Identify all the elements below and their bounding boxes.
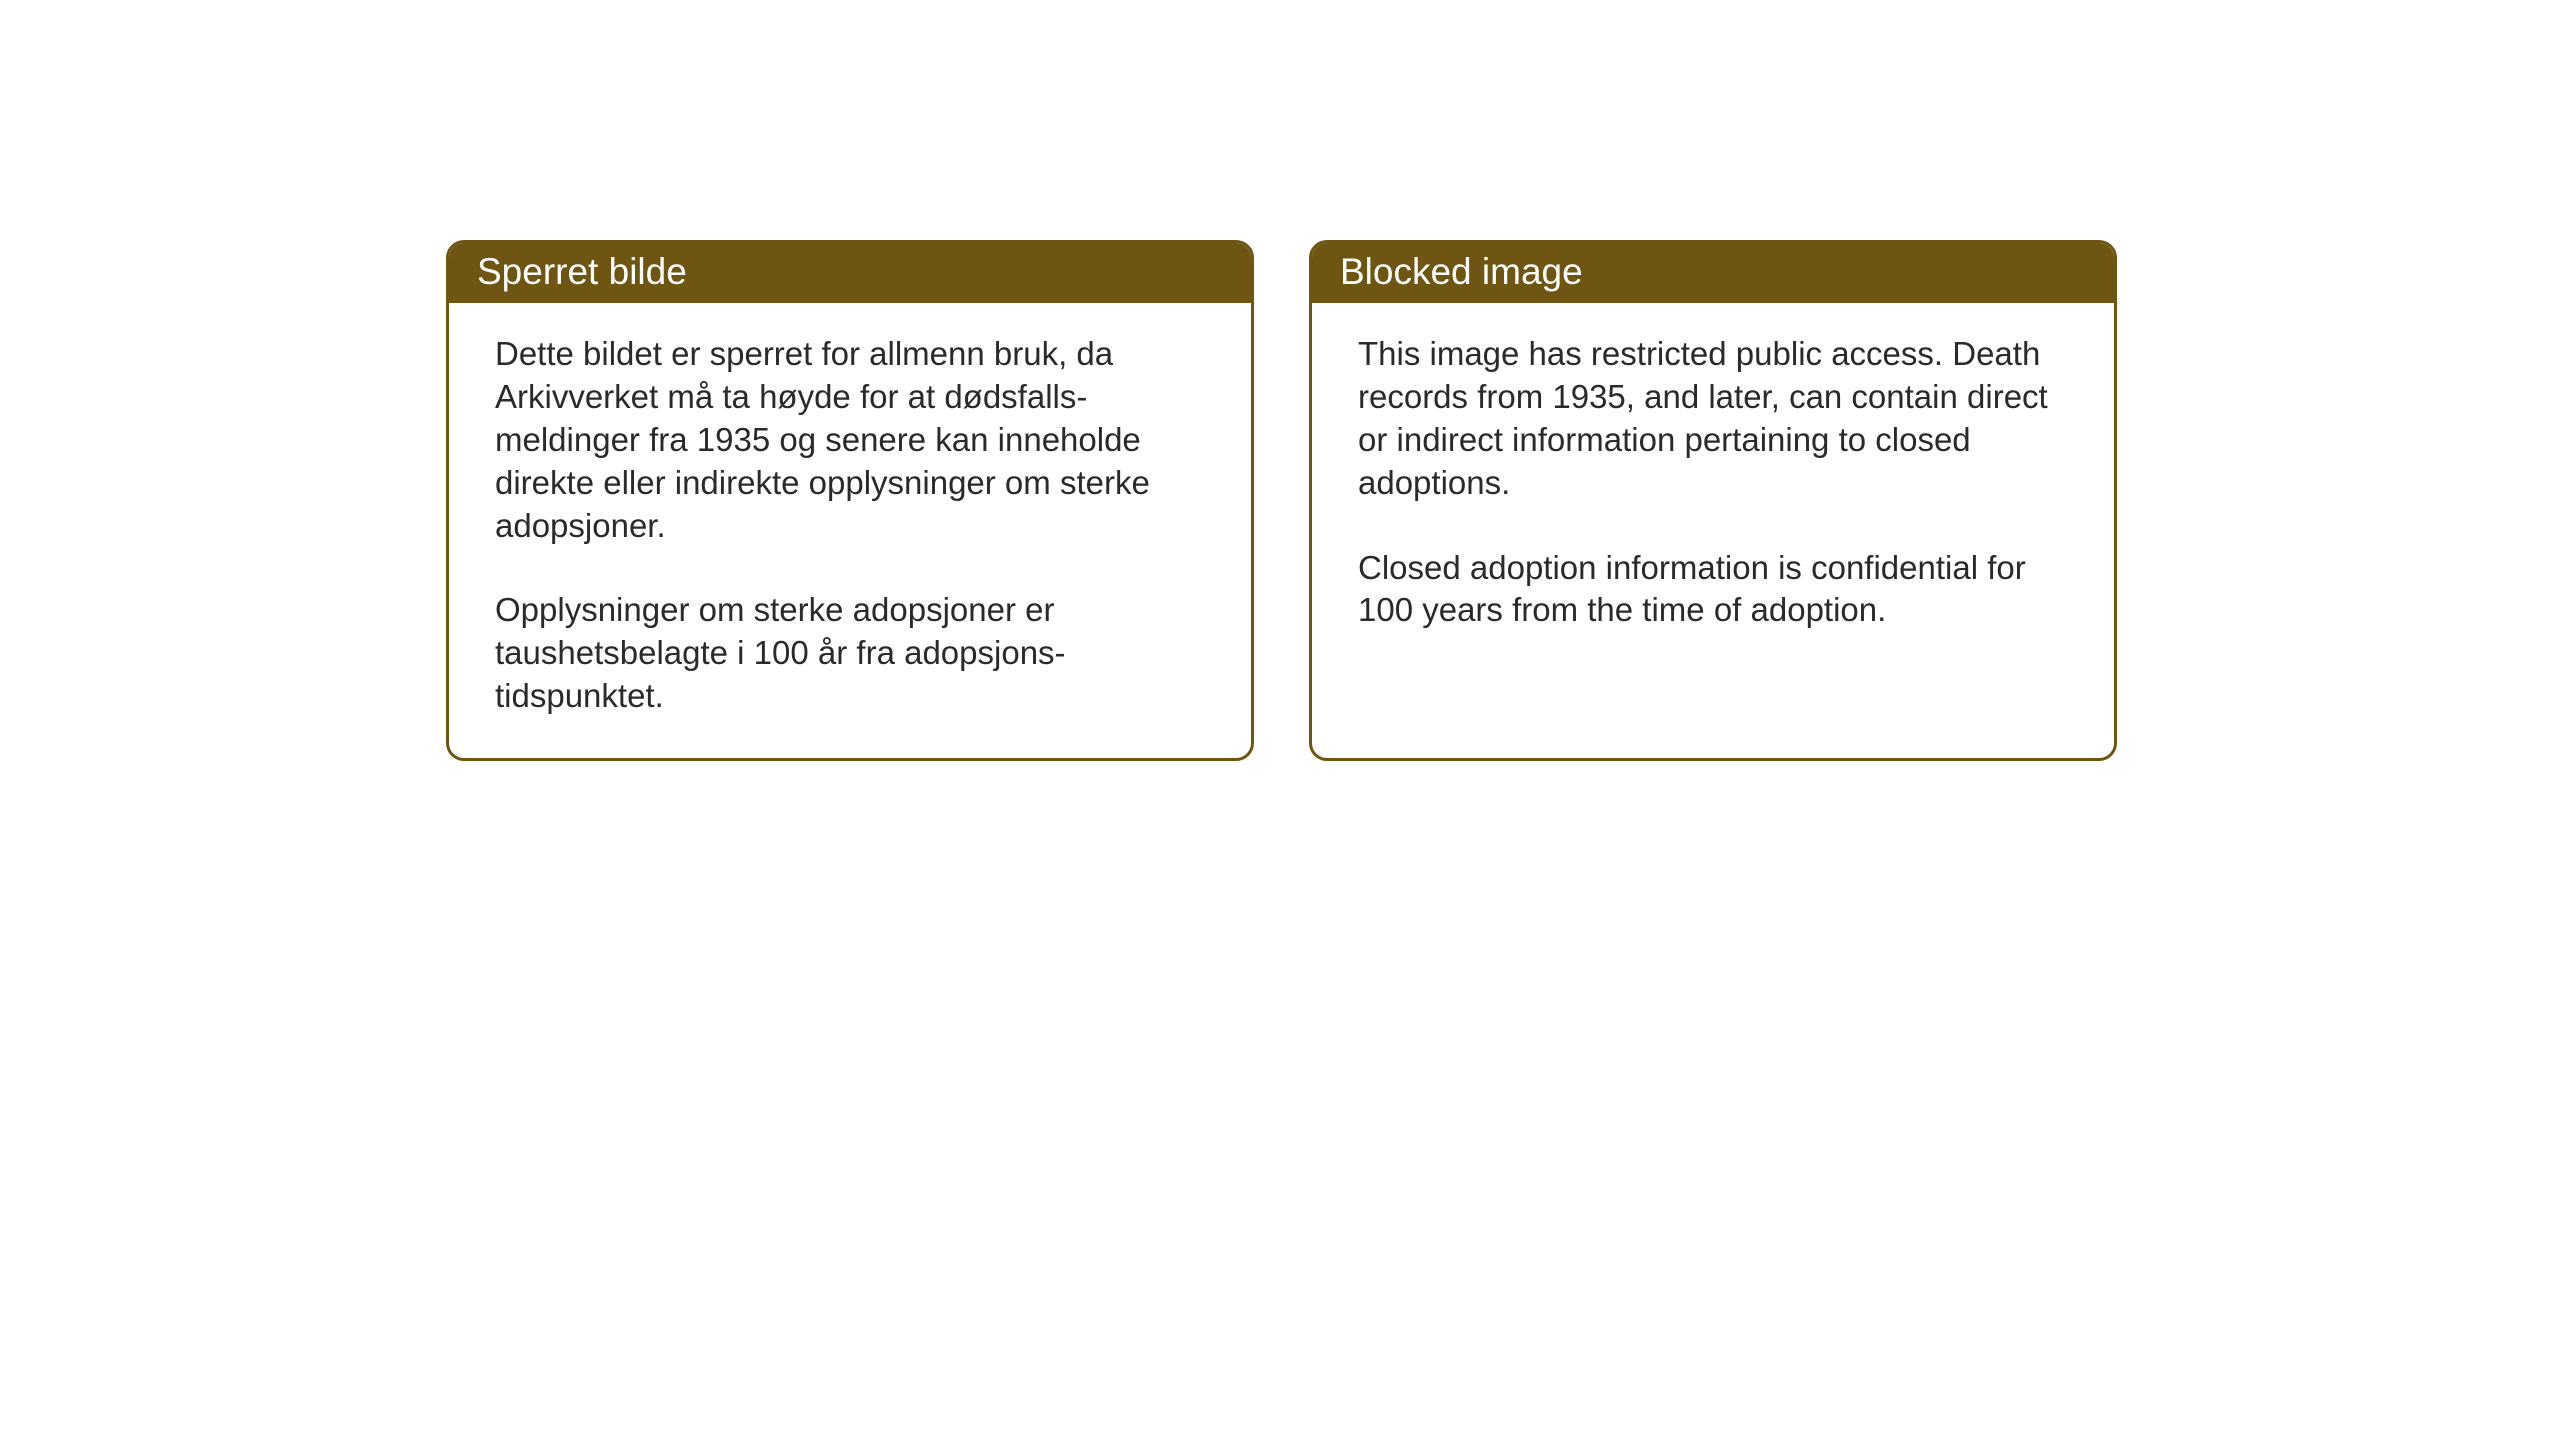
notice-paragraph: Dette bildet er sperret for allmenn bruk… [495, 333, 1205, 547]
notice-box-english: Blocked image This image has restricted … [1309, 240, 2117, 761]
notice-header-english: Blocked image [1312, 243, 2114, 303]
notice-body-norwegian: Dette bildet er sperret for allmenn bruk… [449, 303, 1251, 758]
notice-header-norwegian: Sperret bilde [449, 243, 1251, 303]
notice-paragraph: This image has restricted public access.… [1358, 333, 2068, 505]
notice-paragraph: Opplysninger om sterke adopsjoner er tau… [495, 589, 1205, 718]
notice-box-norwegian: Sperret bilde Dette bildet er sperret fo… [446, 240, 1254, 761]
notice-container: Sperret bilde Dette bildet er sperret fo… [446, 240, 2560, 761]
notice-paragraph: Closed adoption information is confident… [1358, 547, 2068, 633]
notice-body-english: This image has restricted public access.… [1312, 303, 2114, 718]
